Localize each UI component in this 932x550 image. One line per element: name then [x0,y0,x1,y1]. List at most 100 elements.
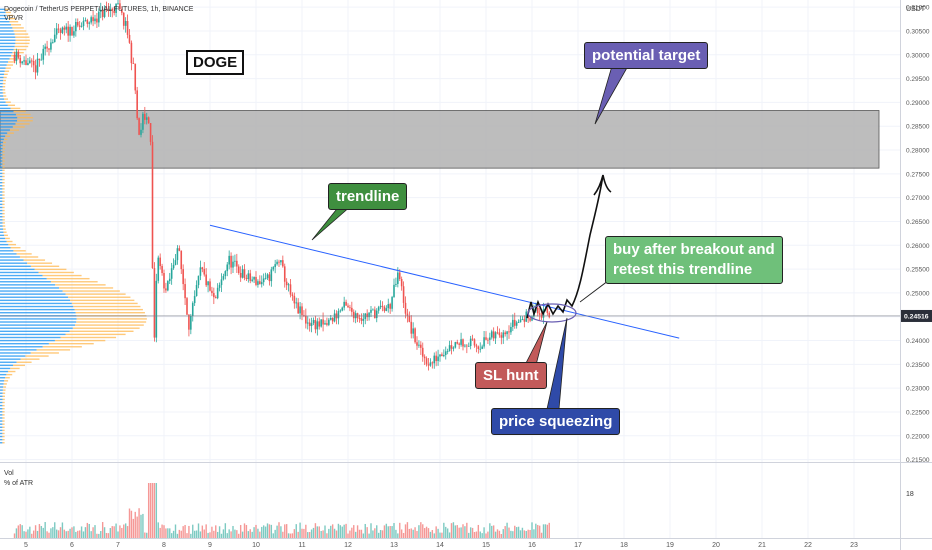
volume-bar [481,533,483,538]
vp-bar-yellow [2,185,5,187]
candle-body [167,281,169,291]
volume-bar [78,530,81,538]
volume-bar [341,526,343,538]
candle-body [339,310,342,312]
candle-body [395,283,397,285]
candle-body [218,285,221,288]
volume-bar [517,526,520,538]
volume-bar [310,529,313,538]
vp-bar-yellow [2,194,5,196]
volume-bar [161,524,163,538]
x-tick-label: 6 [70,542,74,549]
candle-body [303,315,305,316]
volume-bar [308,532,311,538]
candle-body [96,18,98,23]
vp-bar-yellow [15,42,30,45]
volume-bar [504,526,506,538]
vp-bar-yellow [70,299,135,302]
volume-bar [182,526,184,538]
volume-bar [21,525,23,538]
candle-body [398,272,401,280]
candle-body [280,260,282,263]
candle-body [264,278,267,279]
vp-bar-yellow [2,86,6,88]
vp-bar-blue [0,342,49,345]
volume-bar [402,532,405,538]
vp-bar-yellow [15,39,30,41]
vp-bar-yellow [14,45,29,48]
vp-bar-yellow [2,414,5,416]
vp-bar-yellow [2,417,5,419]
candle-body [529,318,531,321]
vp-bar-yellow [10,24,22,26]
volume-bar [38,524,41,538]
volume-bar [374,528,376,538]
volume-bar [295,524,297,538]
candle-body [289,284,292,295]
vp-bar-yellow [2,420,5,422]
x-tick-label: 10 [252,542,260,549]
volume-bar [383,525,386,538]
candle-body [305,315,307,324]
vp-bar-blue [0,383,4,385]
vp-bar-blue [0,11,6,14]
vp-bar-yellow [4,73,8,76]
vp-bar-yellow [15,36,30,38]
vp-bar-blue [0,274,43,277]
vp-bar-blue [0,188,3,190]
vp-bar-yellow [3,141,6,144]
candle-body [73,31,75,36]
candle-body [226,264,229,272]
vp-bar-blue [0,61,9,63]
vp-bar-blue [0,290,63,292]
vp-bar-yellow [30,352,59,354]
volume-bar [425,526,428,538]
candle-body [151,141,154,269]
y-tick-label: 0.23000 [906,386,930,393]
vp-bar-blue [0,250,14,252]
y-tick-label: 0.30000 [906,52,930,59]
candle-body [343,301,345,308]
vp-bar-blue [0,330,70,332]
candle-body [481,346,483,349]
candle-body [23,60,25,62]
candle-body [416,342,418,346]
volume-bar [460,527,462,538]
potential-target-callout: potential target [584,42,709,69]
volume-bar [376,525,378,538]
vp-bar-blue [0,70,5,72]
candle-body [15,51,18,61]
vp-bar-yellow [2,429,5,432]
candle-body [155,280,158,338]
vp-bar-blue [0,110,14,113]
currency-label: USDT [906,6,926,13]
candle-body [222,276,225,280]
volume-bar [257,528,259,538]
volume-bar [458,527,460,538]
candle-body [159,257,161,267]
volume-bar [128,508,131,538]
volume-bar [464,526,466,538]
volume-bar [293,529,296,538]
volume-bar [132,518,135,538]
vp-bar-blue [0,123,16,125]
volume-bar [358,529,361,538]
candle-body [203,269,206,275]
candle-body [489,337,491,340]
vp-bar-yellow [7,132,14,134]
vp-bar-blue [0,442,3,444]
volume-bar [423,528,426,538]
candle-body [387,304,390,309]
volume-bar [230,531,232,538]
vp-bar-yellow [4,70,10,72]
volume-bar [124,523,127,538]
volume-bar [90,531,92,538]
volume-bar [113,526,115,538]
volume-bar [115,523,117,538]
candle-body [301,306,303,316]
vp-bar-yellow [4,8,10,11]
x-tick-label: 17 [574,542,582,549]
volume-bar [226,533,228,538]
